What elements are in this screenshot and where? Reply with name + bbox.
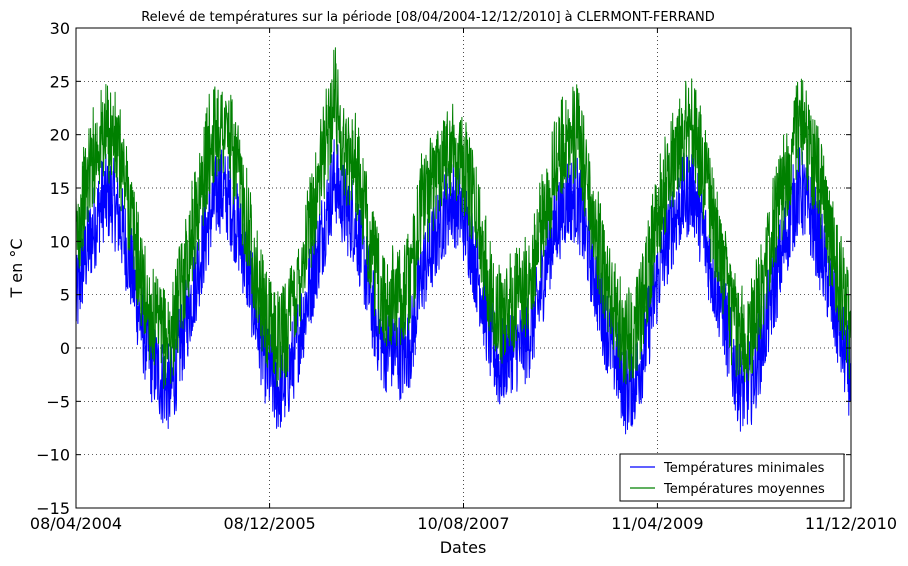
series-line-minimales: [75, 139, 852, 435]
y-tick-label: 20: [50, 126, 70, 145]
legend-label-moyennes: Températures moyennes: [663, 482, 825, 497]
legend-box: [619, 453, 845, 502]
y-tick-label: 5: [60, 286, 70, 305]
series-line-moyennes: [75, 47, 852, 389]
plot-area: [75, 27, 852, 509]
y-tick-label: 30: [50, 19, 70, 38]
y-tick-label: −10: [36, 446, 70, 465]
series-lines: [75, 47, 852, 435]
y-axis-label: T en °C: [7, 238, 26, 298]
y-tick-label: 15: [50, 179, 70, 198]
y-tick-label: −15: [36, 499, 70, 518]
x-tick-labels: 08/04/2004 08/12/2005 10/08/2007 11/04/2009…: [30, 514, 897, 533]
legend: Températures minimales Températures moye…: [619, 453, 845, 502]
legend-label-minimales: Températures minimales: [663, 461, 825, 476]
y-tick-labels: −15 −10 −5 0 5 10 15 20 25 30: [36, 19, 70, 518]
x-tick-label: 11/04/2009: [611, 514, 703, 533]
axis-ticks: [75, 27, 852, 509]
x-tick-label: 08/12/2005: [223, 514, 315, 533]
x-tick-label: 10/08/2007: [417, 514, 509, 533]
y-tick-label: 0: [60, 339, 70, 358]
y-tick-label: 25: [50, 72, 70, 91]
x-tick-label: 11/12/2010: [805, 514, 897, 533]
x-tick-label: 08/04/2004: [30, 514, 122, 533]
y-tick-label: −5: [46, 392, 70, 411]
x-axis-label: Dates: [440, 538, 487, 557]
chart-title: Relevé de températures sur la période [0…: [141, 10, 715, 25]
y-tick-label: 10: [50, 232, 70, 251]
